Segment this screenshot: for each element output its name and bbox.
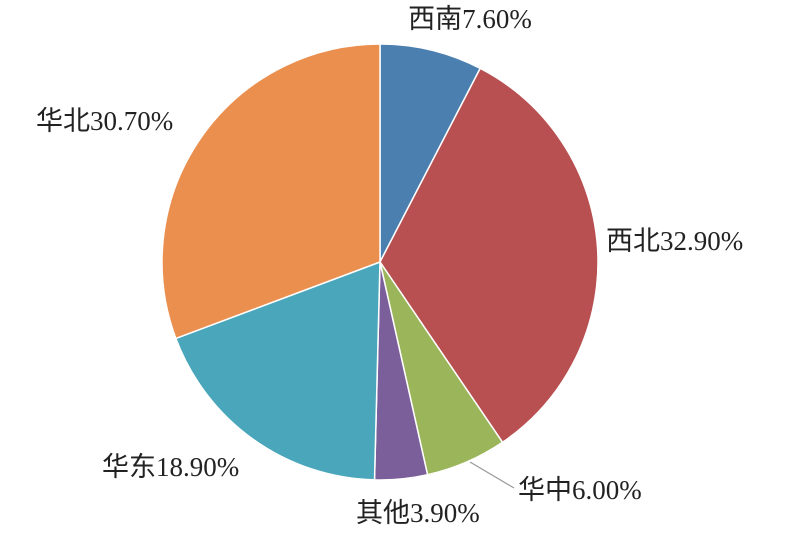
value-label: 6.00% [572, 475, 642, 505]
pie-slice [174, 260, 381, 481]
slice-label: 西北32.90% [606, 226, 743, 256]
leader-line [469, 461, 515, 489]
category-label: 西南 [408, 4, 462, 34]
slice-label: 华中6.00% [518, 475, 642, 505]
value-label: 30.70% [90, 106, 173, 136]
slice-label: 西南7.60% [408, 4, 532, 34]
value-label: 7.60% [462, 4, 532, 34]
category-label: 其他 [356, 498, 410, 528]
category-label: 西北 [606, 226, 660, 256]
slice-label: 华东18.90% [102, 452, 239, 482]
category-label: 华北 [36, 106, 90, 136]
pie-slice [379, 67, 599, 444]
category-label: 华中 [518, 475, 572, 505]
value-label: 32.90% [660, 226, 743, 256]
category-label: 华东 [102, 452, 156, 482]
value-label: 3.90% [410, 498, 480, 528]
slice-label: 其他3.90% [356, 498, 480, 528]
pie-slice [161, 43, 381, 340]
slice-label: 华北30.70% [36, 106, 173, 136]
value-label: 18.90% [156, 452, 239, 482]
pie-slice [379, 43, 482, 263]
